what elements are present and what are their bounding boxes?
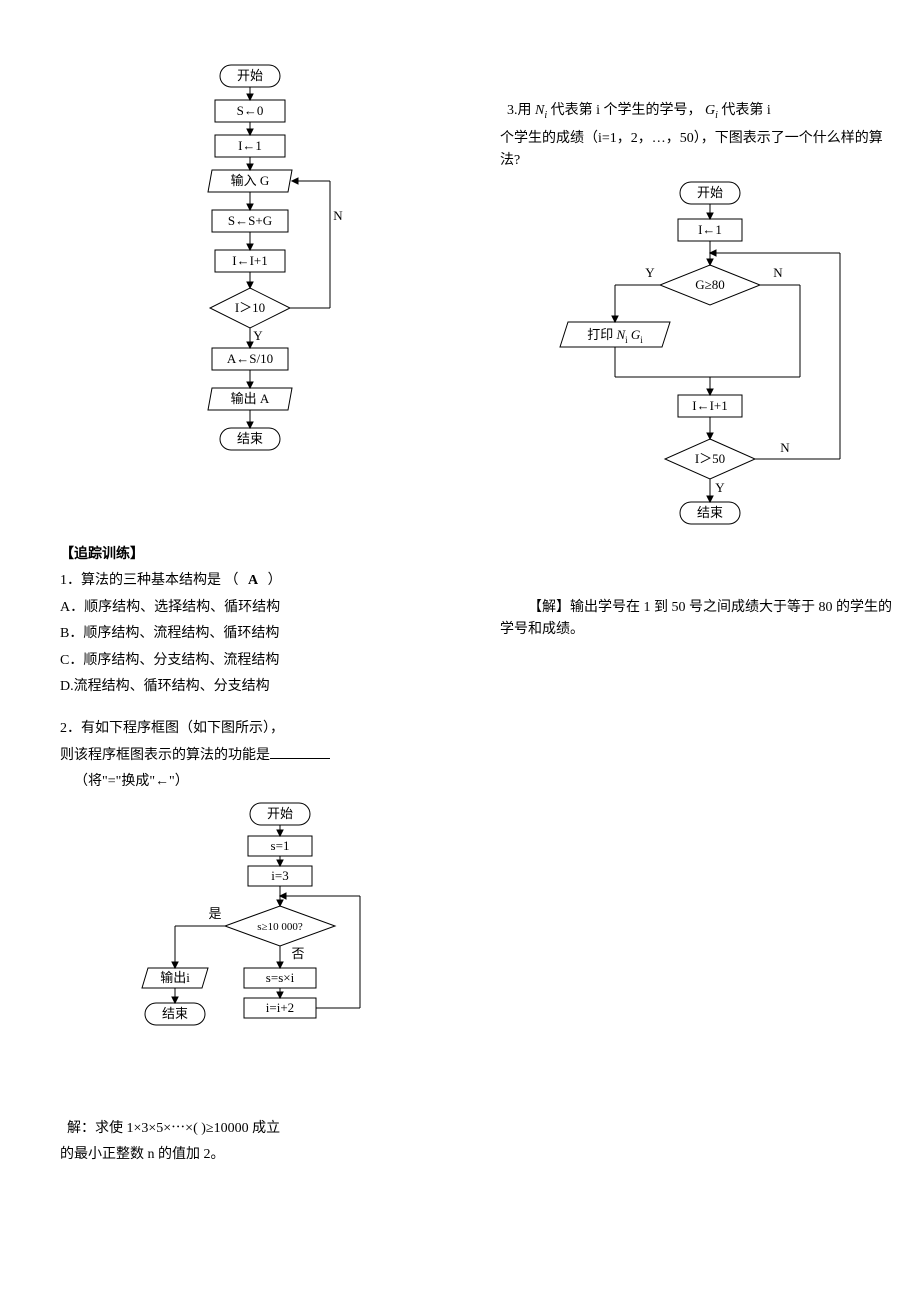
q3-Ni: N	[535, 103, 544, 118]
flow1-s0: S←0	[237, 103, 264, 118]
flow3-no1: N	[773, 265, 783, 280]
flow2-ssi: s=s×i	[266, 970, 295, 985]
flow3-cond1: G≥80	[695, 277, 725, 292]
flowchart-1: 开始 S←0 I←1 输入 G S←S+G I←I+1 I＞10 A←S/10 …	[140, 60, 380, 540]
flow2-outi: 输出i	[160, 970, 190, 985]
q2-sol-line2: 的最小正整数 n 的值加 2。	[60, 1144, 460, 1166]
q1-optC: C．顺序结构、分支结构、流程结构	[60, 650, 460, 672]
q1-paren-close: ）	[268, 573, 282, 588]
q1-optD: D.流程结构、循环结构、分支结构	[60, 676, 460, 698]
q1-optA: A．顺序结构、选择结构、循环结构	[60, 597, 460, 619]
flow1-outa: 输出 A	[231, 391, 270, 406]
q3-line1b: 代表第 i 个学生的学号，	[551, 103, 702, 118]
q2-line2: 则该程序框图表示的算法的功能是	[60, 748, 270, 763]
q1-optB: B．顺序结构、流程结构、循环结构	[60, 623, 460, 645]
flow3-yes2: Y	[715, 480, 725, 495]
flow2-i3: i=3	[271, 868, 288, 883]
flow2-no: 否	[291, 946, 304, 961]
flow2-end: 结束	[162, 1006, 188, 1021]
q1-paren-open: （	[225, 573, 239, 588]
q1-answer: A	[248, 573, 258, 588]
q3-line1a: 3.用	[507, 103, 532, 118]
q2-sol-suffix: 成立	[252, 1121, 280, 1136]
flow1-ii1: I←I+1	[232, 253, 268, 268]
q2-line3: （将"="换成"←"）	[60, 771, 460, 793]
flow3-yes1: Y	[645, 265, 655, 280]
flow2-start: 开始	[267, 806, 293, 821]
flow1-cond: I＞10	[235, 300, 265, 315]
flow2-ii2: i=i+2	[266, 1000, 294, 1015]
q3-line2: 个学生的成绩（i=1，2，…，50），下图表示了一个什么样的算法?	[500, 128, 900, 173]
q3-solution: 【解】输出学号在 1 到 50 号之间成绩大于等于 80 的学生的学号和成绩。	[500, 597, 900, 642]
flow3-no2: N	[780, 440, 790, 455]
flow3-cond2: I＞50	[695, 451, 725, 466]
q2-line1: 2．有如下程序框图（如下图所示），	[60, 718, 460, 740]
q2-sol-prefix: 解：求使	[67, 1121, 123, 1136]
q3-Gi: G	[705, 103, 715, 118]
q3-line1c: 代表第 i	[721, 103, 770, 118]
q2-sol-expr: 1×3×5×⋯×( )≥10000	[127, 1121, 249, 1136]
flow3-ii1: I←I+1	[692, 398, 728, 413]
q1-stem: 1．算法的三种基本结构是	[60, 573, 221, 588]
flow1-i1: I←1	[238, 138, 262, 153]
flow1-yes: Y	[253, 328, 263, 343]
flow3-start: 开始	[697, 185, 723, 200]
flow2-cond: s≥10 000?	[257, 921, 303, 933]
flow1-ssg: S←S+G	[228, 213, 272, 228]
flow2-s1: s=1	[271, 838, 290, 853]
flow1-end: 结束	[237, 431, 263, 446]
flow1-inputg: 输入 G	[231, 173, 270, 188]
flow1-a: A←S/10	[227, 351, 273, 366]
flow3-print: 打印 Ni Gi	[587, 327, 643, 345]
flowchart-3: 开始 I←1 G≥80 Y N 打印 Ni Gi I←I+1 I＞50 N Y …	[530, 177, 870, 577]
flow3-i1: I←1	[698, 222, 722, 237]
flowchart-2: 开始 s=1 i=3 s≥10 000? s=s×i i=i+2 输出i 结束 …	[120, 798, 400, 1098]
flow3-end: 结束	[697, 505, 723, 520]
tracking-title: 【追踪训练】	[60, 547, 144, 562]
flow1-start: 开始	[237, 68, 263, 83]
flow1-no: N	[333, 208, 343, 223]
flow2-yes: 是	[208, 906, 221, 921]
